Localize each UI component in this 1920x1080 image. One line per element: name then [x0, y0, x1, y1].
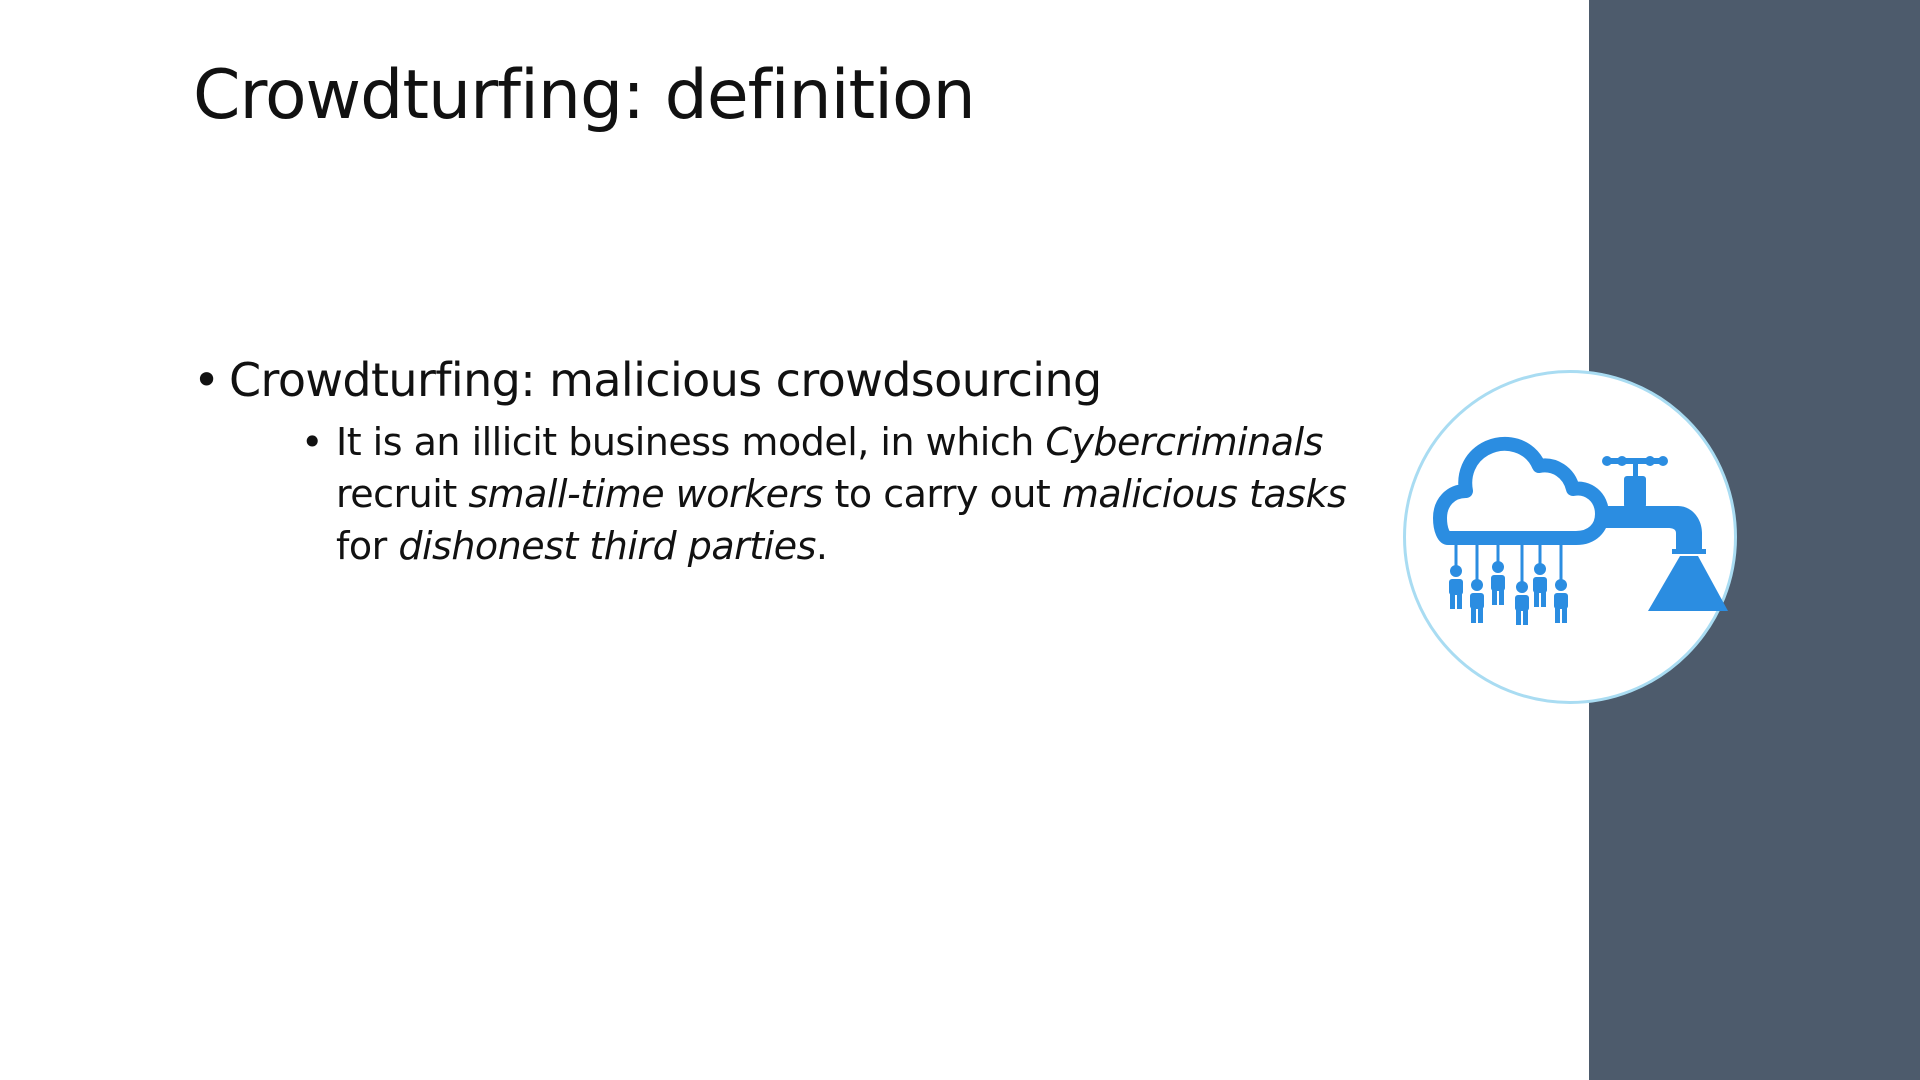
sub-bullet-item-business-model: • It is an illicit business model, in wh… [301, 416, 1376, 572]
sub-bullet-list: • It is an illicit business model, in wh… [229, 416, 1373, 572]
bullet-item-crowdturfing: • Crowdturfing: malicious crowdsourcing •… [193, 352, 1373, 572]
emphasis-cybercriminals: Cybercriminals [1045, 420, 1323, 464]
text-segment: . [815, 524, 828, 568]
icon-badge [1403, 370, 1737, 704]
term-crowdturfing: Crowdturfing [229, 353, 521, 407]
term-definition: : malicious crowdsourcing [520, 353, 1102, 407]
sub-bullet-line-2: recruit small-time workers to carry out … [336, 468, 1376, 520]
emphasis-dishonest-third-parties: dishonest third parties [398, 524, 816, 568]
emphasis-malicious-tasks: malicious tasks [1061, 472, 1347, 516]
text-segment: for [336, 524, 399, 568]
bullet-icon: • [193, 353, 220, 407]
slide-title: Crowdturfing: definition [193, 56, 976, 135]
text-segment: recruit [336, 472, 469, 516]
sub-bullet-line-3: for dishonest third parties. [336, 520, 1376, 572]
bullet-list: • Crowdturfing: malicious crowdsourcing •… [193, 352, 1373, 572]
text-segment: to carry out [822, 472, 1062, 516]
text-segment: It is an illicit business model, in whic… [336, 420, 1046, 464]
sub-bullet-line-1: It is an illicit business model, in whic… [336, 416, 1376, 468]
emphasis-small-time-workers: small-time workers [468, 472, 823, 516]
cloud-faucet-crowd-icon [1433, 436, 1728, 625]
sub-bullet-icon: • [301, 420, 323, 464]
